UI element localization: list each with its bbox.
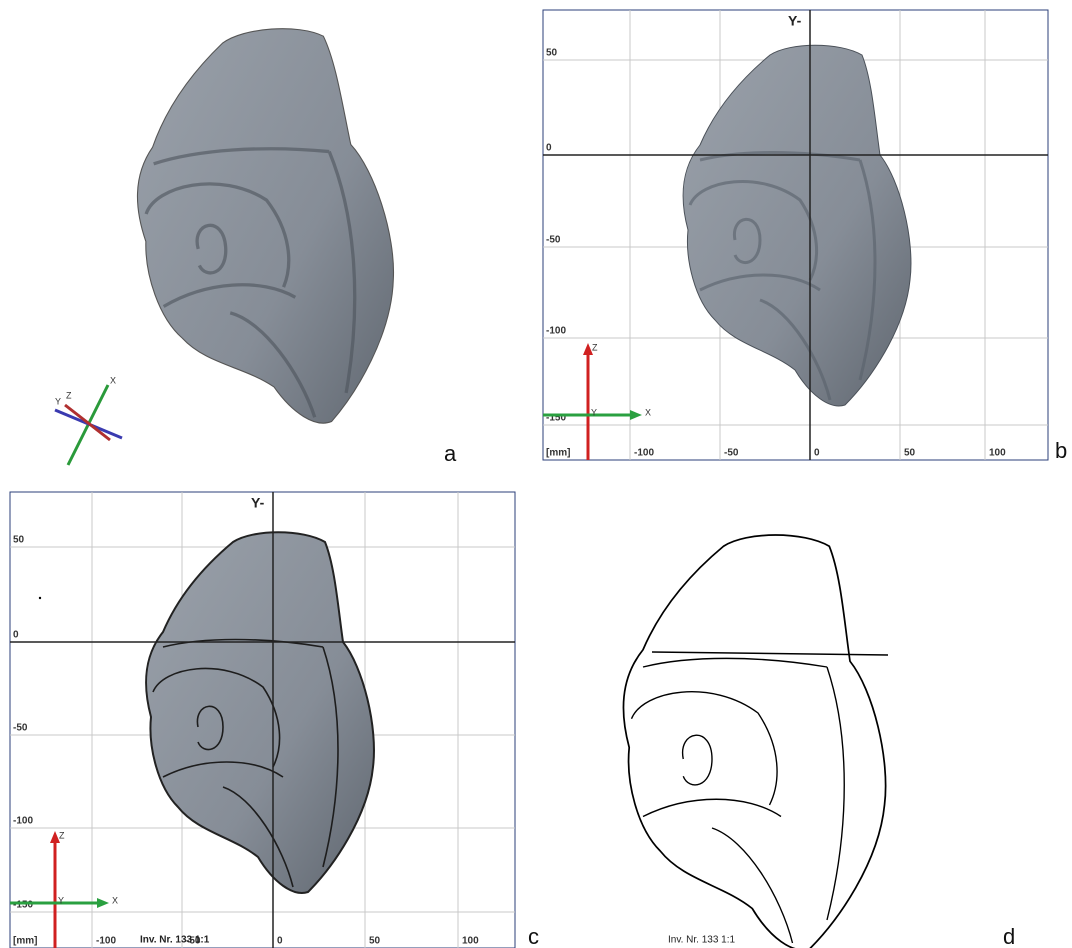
triad-z: Z xyxy=(66,390,72,400)
x-tick-label: -100 xyxy=(96,936,116,947)
unit-label: [mm] xyxy=(13,936,37,947)
x-tick-label: 50 xyxy=(369,936,381,947)
triad-z: Z xyxy=(59,830,65,840)
triad-x: X xyxy=(110,375,116,385)
y-tick-label: 50 xyxy=(13,535,25,546)
panel-letter: d xyxy=(1003,924,1015,948)
y-tick-label: 0 xyxy=(546,143,552,154)
x-tick-label: -50 xyxy=(724,448,739,459)
x-tick-label: 100 xyxy=(989,448,1006,459)
panel-a: X Y Z a xyxy=(55,22,457,466)
y-tick-label: -100 xyxy=(546,326,566,337)
x-tick-label: 0 xyxy=(277,936,283,947)
x-tick-label: 100 xyxy=(462,936,479,947)
stone-3d xyxy=(126,22,404,435)
y-tick-label: -150 xyxy=(13,900,33,911)
dot xyxy=(39,597,41,599)
triad-x: X xyxy=(112,895,118,905)
x-tick-label: 0 xyxy=(814,448,820,459)
caption: Inv. Nr. 133 1:1 xyxy=(140,935,210,946)
y-tick-label: -100 xyxy=(13,816,33,827)
y-tick-label: -50 xyxy=(13,723,28,734)
y-tick-label: -50 xyxy=(546,235,561,246)
panel-letter: a xyxy=(444,441,457,466)
triad-y: Y xyxy=(58,895,64,905)
panel-letter: b xyxy=(1055,438,1067,463)
triad-y: Y xyxy=(55,396,61,406)
stone-outline xyxy=(623,535,885,948)
axis-z xyxy=(65,405,110,440)
panel-letter: c xyxy=(528,924,539,948)
x-tick-label: 50 xyxy=(904,448,916,459)
panel-d: Inv. Nr. 133 1:1 d xyxy=(623,535,1015,948)
triad-z: Z xyxy=(592,342,598,352)
y-tick-label: 0 xyxy=(13,630,19,641)
y-tick-label: 50 xyxy=(546,48,558,59)
x-tick-label: -100 xyxy=(634,448,654,459)
axis-title: Y- xyxy=(251,495,265,511)
caption: Inv. Nr. 133 1:1 xyxy=(668,935,736,946)
figure: X Y Z a b Y-500-50-100-150-100-50050100[… xyxy=(0,0,1072,948)
unit-label: [mm] xyxy=(546,448,570,459)
axis-title: Y- xyxy=(788,13,802,29)
triad-y: Y xyxy=(591,407,597,417)
triad-x: X xyxy=(645,407,651,417)
